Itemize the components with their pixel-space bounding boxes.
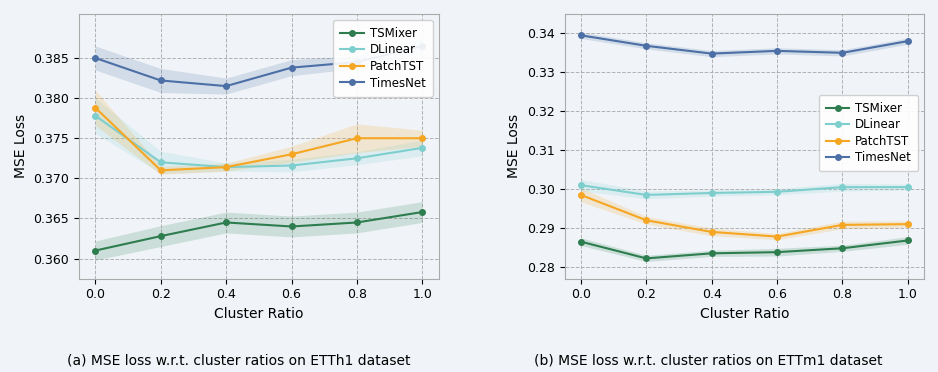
- PatchTST: [286, 152, 297, 157]
- TSMixer: [90, 248, 101, 253]
- TSMixer: [220, 220, 232, 225]
- Line: TSMixer: TSMixer: [93, 209, 425, 253]
- Line: PatchTST: PatchTST: [578, 192, 911, 239]
- DLinear: [771, 190, 782, 194]
- TSMixer: [837, 246, 848, 250]
- PatchTST: [837, 223, 848, 227]
- Legend: TSMixer, DLinear, PatchTST, TimesNet: TSMixer, DLinear, PatchTST, TimesNet: [819, 94, 918, 171]
- PatchTST: [771, 234, 782, 239]
- PatchTST: [416, 136, 428, 141]
- TimesNet: [155, 78, 166, 83]
- TSMixer: [706, 251, 718, 256]
- TimesNet: [706, 51, 718, 56]
- TimesNet: [416, 44, 428, 48]
- TimesNet: [352, 60, 363, 64]
- TSMixer: [771, 250, 782, 254]
- TSMixer: [575, 240, 586, 244]
- TSMixer: [902, 238, 914, 243]
- DLinear: [902, 185, 914, 189]
- TimesNet: [902, 39, 914, 44]
- PatchTST: [902, 222, 914, 226]
- DLinear: [220, 165, 232, 169]
- PatchTST: [220, 165, 232, 169]
- TimesNet: [641, 44, 652, 48]
- DLinear: [286, 163, 297, 168]
- TimesNet: [220, 84, 232, 88]
- DLinear: [641, 193, 652, 197]
- Line: DLinear: DLinear: [93, 113, 425, 170]
- TimesNet: [837, 51, 848, 55]
- Text: (a) MSE loss w.r.t. cluster ratios on ETTh1 dataset: (a) MSE loss w.r.t. cluster ratios on ET…: [68, 353, 411, 368]
- Y-axis label: MSE Loss: MSE Loss: [14, 114, 28, 178]
- X-axis label: Cluster Ratio: Cluster Ratio: [214, 307, 304, 321]
- Line: PatchTST: PatchTST: [93, 105, 425, 173]
- PatchTST: [155, 168, 166, 173]
- TimesNet: [575, 33, 586, 38]
- DLinear: [90, 113, 101, 118]
- PatchTST: [352, 136, 363, 141]
- DLinear: [706, 191, 718, 195]
- Line: TimesNet: TimesNet: [578, 32, 911, 57]
- TSMixer: [155, 234, 166, 238]
- Line: TimesNet: TimesNet: [93, 43, 425, 89]
- DLinear: [575, 183, 586, 187]
- PatchTST: [641, 218, 652, 222]
- Line: TSMixer: TSMixer: [578, 238, 911, 261]
- TimesNet: [771, 49, 782, 53]
- Y-axis label: MSE Loss: MSE Loss: [507, 114, 522, 178]
- X-axis label: Cluster Ratio: Cluster Ratio: [700, 307, 789, 321]
- TSMixer: [286, 224, 297, 229]
- PatchTST: [575, 193, 586, 197]
- PatchTST: [90, 106, 101, 110]
- TSMixer: [352, 220, 363, 225]
- PatchTST: [706, 230, 718, 234]
- Line: DLinear: DLinear: [578, 182, 911, 198]
- Text: (b) MSE loss w.r.t. cluster ratios on ETTm1 dataset: (b) MSE loss w.r.t. cluster ratios on ET…: [534, 353, 883, 368]
- TimesNet: [286, 65, 297, 70]
- Legend: TSMixer, DLinear, PatchTST, TimesNet: TSMixer, DLinear, PatchTST, TimesNet: [333, 20, 432, 97]
- DLinear: [155, 160, 166, 164]
- TSMixer: [416, 210, 428, 214]
- TimesNet: [90, 56, 101, 60]
- TSMixer: [641, 256, 652, 261]
- DLinear: [416, 145, 428, 150]
- DLinear: [837, 185, 848, 189]
- DLinear: [352, 156, 363, 161]
